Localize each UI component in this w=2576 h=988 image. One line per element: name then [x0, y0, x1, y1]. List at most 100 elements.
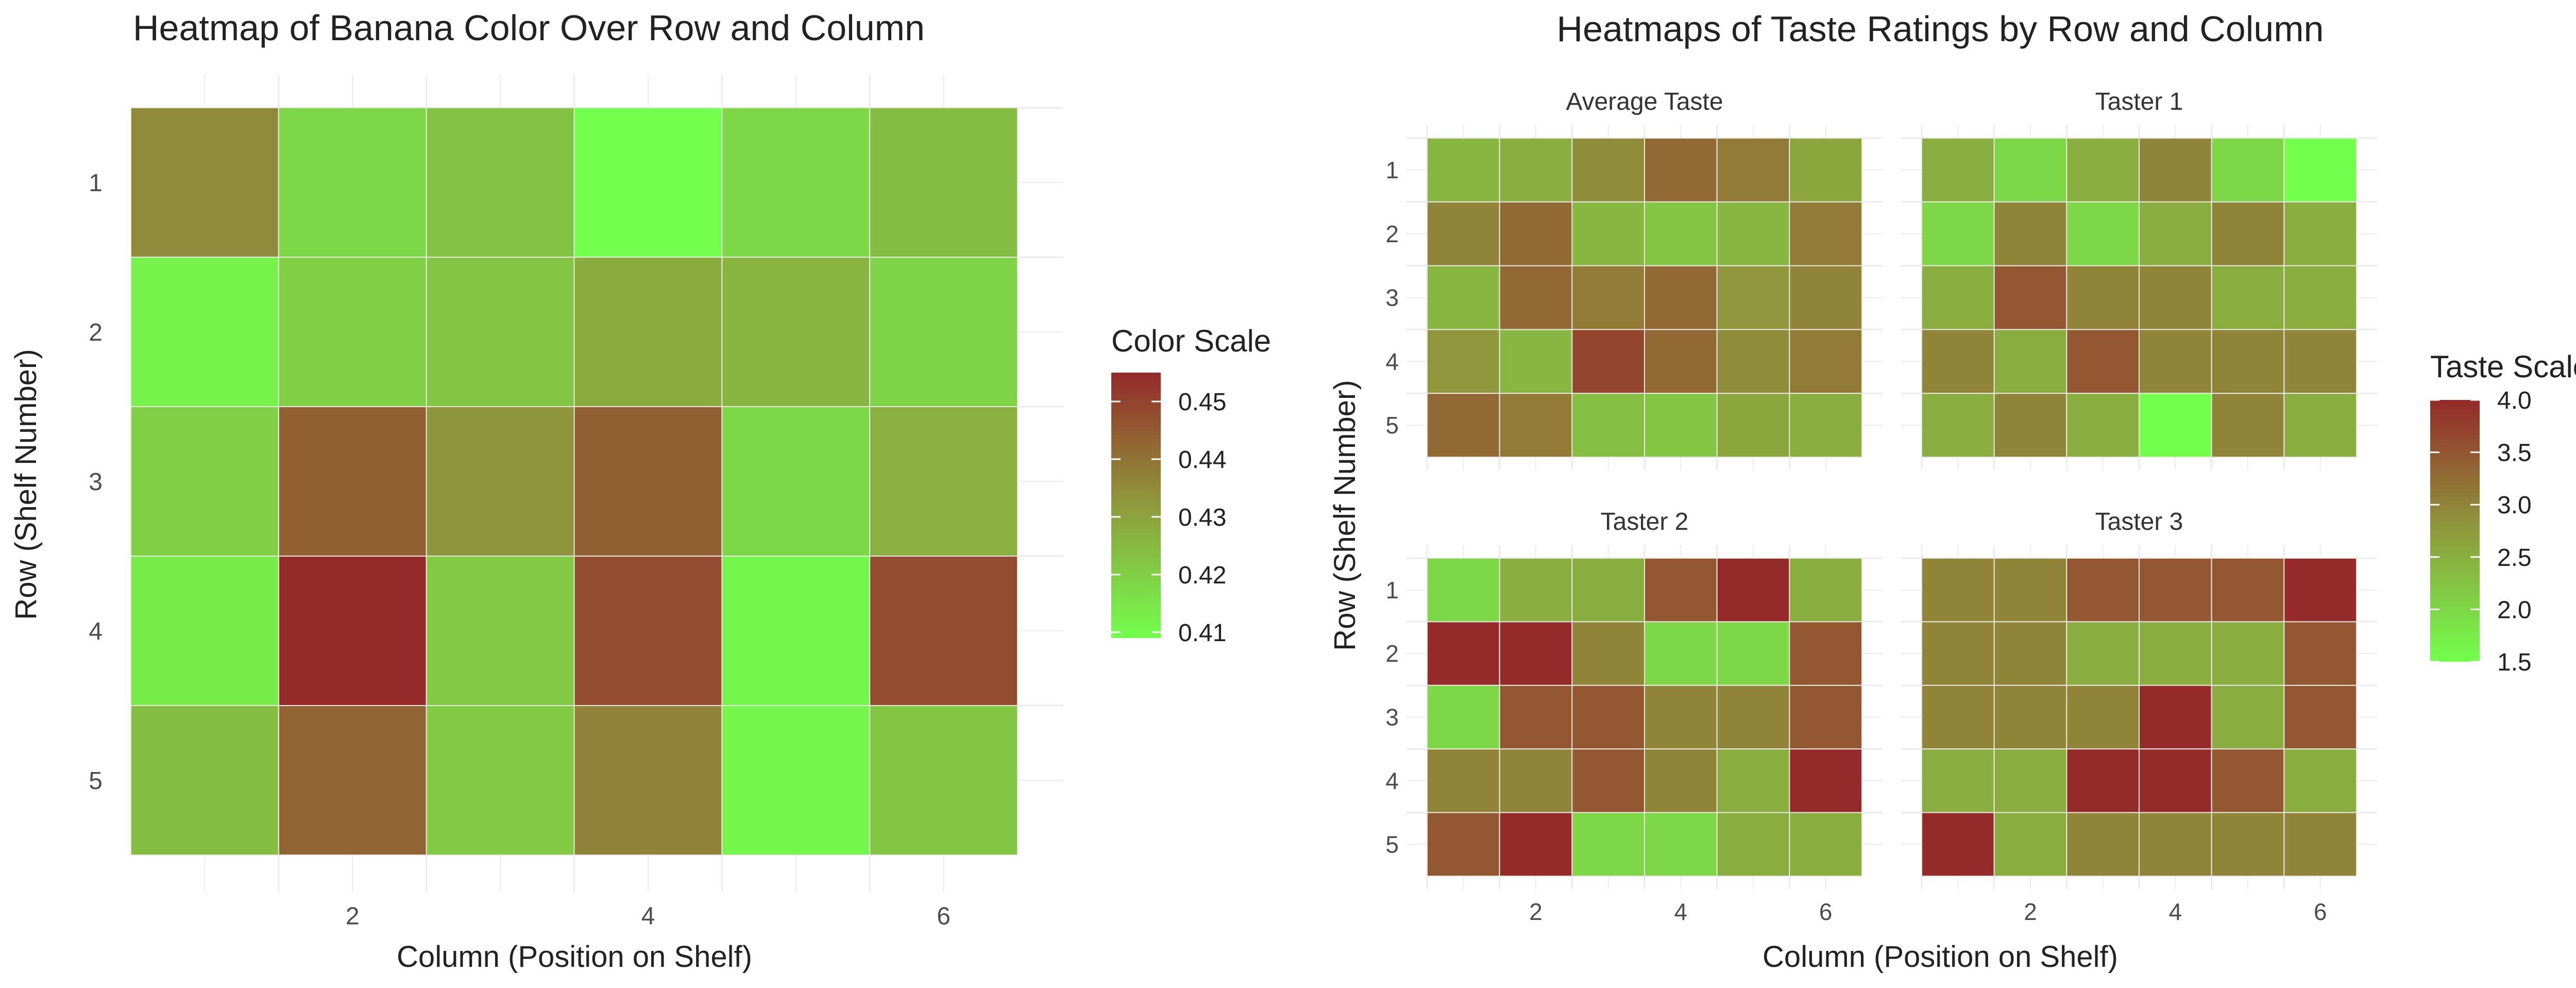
taste-tile [1716, 201, 1790, 266]
color-heatmap-chart: Heatmap of Banana Color Over Row and Col… [9, 8, 1271, 974]
taste-tile [1921, 138, 1995, 203]
color-legend-ticks: 0.41 0.42 0.43 0.44 0.45 [1111, 389, 1226, 647]
taste-tile [2211, 684, 2285, 750]
taste-tile [1499, 558, 1573, 623]
color-x-tick: 6 [937, 902, 951, 930]
taste-tile [2211, 201, 2285, 266]
taste-panel: Average Taste 1 2 3 4 5 [1385, 88, 1883, 470]
color-tile [130, 705, 279, 856]
taste-tile [1789, 621, 1862, 686]
color-y-tick: 5 [89, 767, 103, 795]
taste-panel-title: Taster 1 [2095, 88, 2183, 115]
taste-tile [1644, 329, 1718, 394]
taste-legend-tick-label: 2.5 [2497, 544, 2532, 572]
color-tile [869, 705, 1018, 856]
taste-tile [1921, 393, 1995, 458]
taste-tile [1499, 684, 1573, 750]
taste-tile [2066, 684, 2140, 750]
taste-legend-tick-label: 4.0 [2497, 387, 2532, 414]
taste-tile [1993, 138, 2067, 203]
taste-y-tick: 1 [1385, 157, 1399, 183]
taste-y-tick: 3 [1385, 704, 1399, 731]
taste-legend-tick-label: 2.0 [2497, 596, 2532, 624]
taste-tile [2139, 748, 2212, 813]
color-tile [869, 107, 1018, 258]
taste-legend-tick-label: 3.5 [2497, 440, 2532, 467]
taste-tile [1993, 748, 2067, 813]
taste-tile [2139, 621, 2212, 686]
color-tile [130, 406, 279, 557]
taste-tile [1789, 265, 1862, 330]
taste-x-tick: 2 [1529, 898, 1543, 925]
color-tile [426, 705, 575, 856]
taste-panel: Taster 2 1 2 3 4 5 2 4 6 [1385, 508, 1883, 925]
color-y-axis-label: Row (Shelf Number) [9, 349, 43, 619]
taste-tile [1921, 812, 1995, 877]
taste-tile [1571, 265, 1645, 330]
taste-tile [1571, 138, 1645, 203]
color-tile [278, 107, 427, 258]
taste-tile [2066, 558, 2140, 623]
color-tile [426, 257, 575, 407]
taste-tile [1993, 812, 2067, 877]
taste-tile [2211, 138, 2285, 203]
color-legend-tick-label: 0.45 [1178, 389, 1226, 416]
color-legend-tick-label: 0.42 [1178, 562, 1226, 589]
color-tile [130, 107, 279, 258]
taste-legend-title: Taste Scale [2430, 349, 2576, 384]
taste-legend-ticks: 1.5 2.0 2.5 3.0 3.5 4.0 [2430, 387, 2532, 676]
taste-tile [2066, 138, 2140, 203]
color-tile [721, 257, 871, 407]
taste-panel: Taster 1 [1901, 88, 2377, 470]
color-tile [278, 406, 427, 557]
taste-tile [2283, 201, 2358, 266]
taste-tile [2211, 329, 2285, 394]
taste-legend-tick-label: 3.0 [2497, 492, 2532, 519]
taste-panel-title: Average Taste [1566, 88, 1723, 115]
color-tile [573, 705, 723, 856]
taste-y-tick: 2 [1385, 640, 1399, 667]
taste-tile [2283, 812, 2358, 877]
taste-panels: Average Taste 1 2 3 4 5 Taster 1 Taster 2 1 2 3 4 5 2… [1385, 88, 2377, 925]
taste-tile [1499, 748, 1573, 813]
taste-legend-bar [2430, 400, 2480, 662]
taste-x-tick: 2 [2024, 898, 2037, 925]
color-tile [426, 406, 575, 557]
taste-tile [1716, 138, 1790, 203]
taste-tile [2283, 748, 2358, 813]
color-tile [721, 406, 871, 557]
taste-x-tick-labels: 2 4 6 [1529, 898, 1832, 925]
taste-tile [1716, 558, 1790, 623]
color-tile [721, 107, 871, 258]
taste-y-tick: 3 [1385, 284, 1399, 311]
color-tile [573, 556, 723, 706]
taste-x-axis-label: Column (Position on Shelf) [1762, 940, 2118, 974]
color-tile [869, 406, 1018, 557]
taste-tile [1571, 393, 1645, 458]
taste-tile [1499, 621, 1573, 686]
taste-tile [1789, 393, 1862, 458]
color-tile [721, 556, 871, 706]
taste-tile [1921, 558, 1995, 623]
taste-tile [2283, 329, 2358, 394]
taste-legend: Taste Scale 1.5 2.0 2.5 3.0 3.5 4.0 [2430, 349, 2576, 676]
taste-tile [1427, 558, 1500, 623]
color-legend-tick-label: 0.43 [1178, 504, 1226, 531]
taste-tile [1789, 138, 1862, 203]
taste-tile [2283, 393, 2358, 458]
color-tile [426, 556, 575, 706]
taste-y-tick-labels: 1 2 3 4 5 [1385, 157, 1399, 439]
taste-tile [1644, 748, 1718, 813]
taste-tile [1716, 684, 1790, 750]
color-legend-tick-label: 0.41 [1178, 619, 1226, 647]
taste-x-tick: 6 [1819, 898, 1833, 925]
taste-tile [1427, 329, 1500, 394]
taste-tile [1789, 201, 1862, 266]
taste-tile [2211, 393, 2285, 458]
color-tile [426, 107, 575, 258]
color-tile [278, 257, 427, 407]
taste-tile [1499, 265, 1573, 330]
taste-tile [1427, 684, 1500, 750]
